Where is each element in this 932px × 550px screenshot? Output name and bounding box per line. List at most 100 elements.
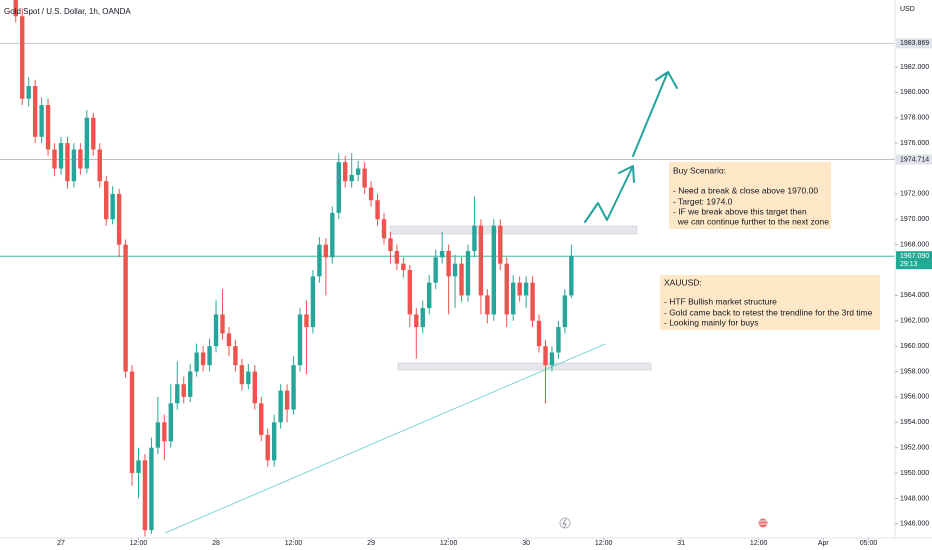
note-line: - IF we break above this target then bbox=[673, 206, 807, 216]
candle-body bbox=[84, 117, 90, 169]
note-line: - HTF Bullish market structure bbox=[664, 296, 777, 306]
x-tick-label: 12:00 bbox=[285, 540, 303, 547]
candle-body bbox=[498, 225, 503, 264]
candle-body bbox=[304, 314, 309, 328]
event-icon bbox=[562, 518, 567, 529]
candle-body bbox=[226, 333, 232, 347]
candle-body bbox=[239, 365, 245, 385]
candle-body bbox=[491, 225, 497, 315]
y-tick-label: 1958.000 bbox=[900, 368, 929, 375]
y-tick-label: 1978.000 bbox=[900, 115, 929, 122]
candle-body bbox=[530, 282, 535, 321]
candle-body bbox=[220, 314, 225, 334]
candles bbox=[13, 0, 574, 537]
candle-body bbox=[271, 422, 277, 461]
event-icon bbox=[559, 517, 571, 529]
price-label: 1974.714 bbox=[900, 156, 929, 163]
candle-body bbox=[446, 250, 451, 277]
candle-body bbox=[13, 0, 18, 17]
candle-body bbox=[233, 346, 238, 366]
candle-body bbox=[459, 263, 464, 296]
candle-body bbox=[511, 282, 516, 315]
candle-body bbox=[39, 105, 44, 137]
candle-body bbox=[26, 86, 31, 99]
candle-body bbox=[401, 263, 406, 271]
y-tick-label: 1950.000 bbox=[900, 470, 929, 477]
x-tick-label: 30 bbox=[522, 540, 530, 547]
drawings bbox=[164, 225, 652, 534]
candle-body bbox=[381, 219, 387, 239]
candle-body bbox=[330, 212, 335, 258]
candle-body bbox=[71, 149, 77, 182]
candle-body bbox=[20, 16, 25, 99]
x-tick-label: 29 bbox=[367, 540, 375, 547]
x-tick-label: 05:00 bbox=[860, 540, 878, 547]
note-line: - Target: 1974.0 bbox=[673, 196, 733, 206]
note-line: - Looking mainly for buys bbox=[664, 317, 759, 327]
currency: USD bbox=[900, 6, 915, 13]
event-icons bbox=[559, 517, 769, 529]
y-tick-label: 1980.000 bbox=[900, 89, 929, 96]
y-tick-label: 1964.000 bbox=[900, 292, 929, 299]
candle-body bbox=[420, 308, 425, 328]
candle-body bbox=[110, 193, 115, 220]
note-box bbox=[669, 162, 831, 229]
candle-body bbox=[246, 371, 251, 385]
candle-body bbox=[336, 162, 341, 213]
note-line: - Need a break & close above 1970.00 bbox=[673, 185, 818, 195]
note-box bbox=[660, 275, 880, 330]
y-tick-label: 1970.000 bbox=[900, 216, 929, 223]
candle-body bbox=[175, 384, 180, 404]
arrow-head bbox=[655, 71, 678, 89]
resistance-zone bbox=[389, 225, 638, 235]
candle-body bbox=[149, 447, 154, 531]
candle-body bbox=[252, 371, 257, 404]
candle-body bbox=[123, 244, 128, 372]
zigzag bbox=[584, 167, 633, 223]
candle-body bbox=[523, 282, 529, 296]
candle-body bbox=[485, 295, 490, 315]
price-axis bbox=[895, 0, 932, 550]
candle-body bbox=[32, 86, 38, 137]
price-label-box bbox=[896, 251, 932, 270]
candle-body bbox=[394, 250, 400, 264]
y-tick-label: 1962.000 bbox=[900, 318, 929, 325]
candle-body bbox=[517, 282, 522, 296]
countdown: 29:13 bbox=[900, 261, 918, 268]
y-tick-label: 1952.000 bbox=[900, 445, 929, 452]
candle-body bbox=[129, 371, 135, 474]
candle-body bbox=[569, 256, 574, 296]
candle-body bbox=[278, 390, 283, 423]
y-tick-label: 1968.000 bbox=[900, 241, 929, 248]
projection-arrow bbox=[584, 71, 678, 223]
candle-body bbox=[472, 225, 477, 251]
x-tick-label: Apr bbox=[818, 540, 830, 547]
candle-body bbox=[45, 105, 51, 150]
price-label-box bbox=[896, 38, 932, 49]
candle-body bbox=[452, 263, 458, 277]
candle-body bbox=[97, 149, 102, 182]
candle-body bbox=[91, 117, 96, 150]
candle-body bbox=[104, 181, 109, 220]
arrow-head bbox=[618, 165, 635, 183]
candle-body bbox=[465, 250, 471, 296]
candle-body bbox=[142, 460, 148, 531]
candle-body bbox=[265, 434, 270, 461]
candle-body bbox=[194, 352, 199, 372]
candle-body bbox=[368, 187, 374, 201]
support-zone bbox=[397, 362, 652, 371]
chart-title: Gold Spot / U.S. Dollar, 1h, OANDA bbox=[4, 7, 131, 16]
candle-body bbox=[181, 384, 186, 397]
x-tick-label: 12:00 bbox=[750, 540, 768, 547]
candle-body bbox=[52, 149, 57, 169]
y-tick-label: 1972.000 bbox=[900, 191, 929, 198]
candle-body bbox=[162, 422, 167, 442]
x-tick-label: 12:00 bbox=[130, 540, 148, 547]
candle-body bbox=[200, 352, 206, 366]
candle-body bbox=[556, 327, 561, 353]
y-tick-label: 1948.000 bbox=[900, 495, 929, 502]
candle-body bbox=[136, 460, 141, 474]
y-tick-label: 1954.000 bbox=[900, 419, 929, 426]
candle-body bbox=[213, 314, 219, 347]
